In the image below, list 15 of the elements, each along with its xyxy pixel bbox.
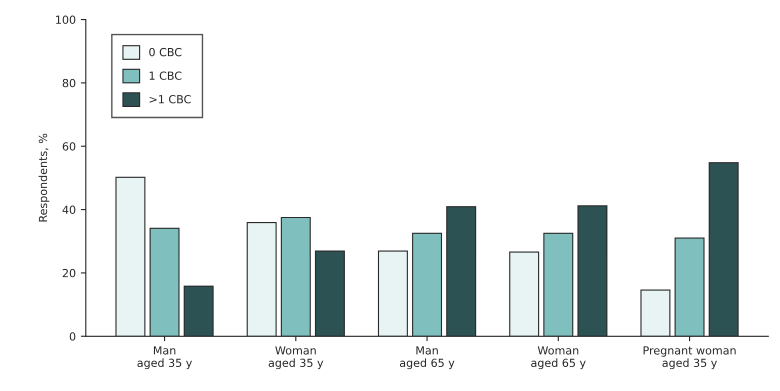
y-axis-title: Respondents, % (38, 134, 50, 222)
y-tick-label: 100 (56, 16, 76, 24)
x-tick-label: Pregnant woman aged 35 y (644, 346, 736, 370)
x-tick-label: Woman aged 35 y (268, 346, 324, 370)
x-tick-label: Man aged 65 y (400, 346, 454, 370)
y-tick-label: 60 (62, 142, 76, 151)
legend-label: 1 CBC (150, 71, 182, 80)
legend-label: 0 CBC (149, 48, 182, 56)
y-tick-label: 40 (62, 206, 76, 214)
y-tick-label: 80 (62, 78, 76, 88)
y-tick-label: 0 (70, 332, 76, 341)
x-tick-label: Woman aged 65 y (531, 346, 586, 370)
x-tick-label: Man aged 35 y (137, 346, 192, 370)
legend-label: >1 CBC (150, 95, 191, 104)
y-tick-label: 20 (62, 268, 76, 278)
